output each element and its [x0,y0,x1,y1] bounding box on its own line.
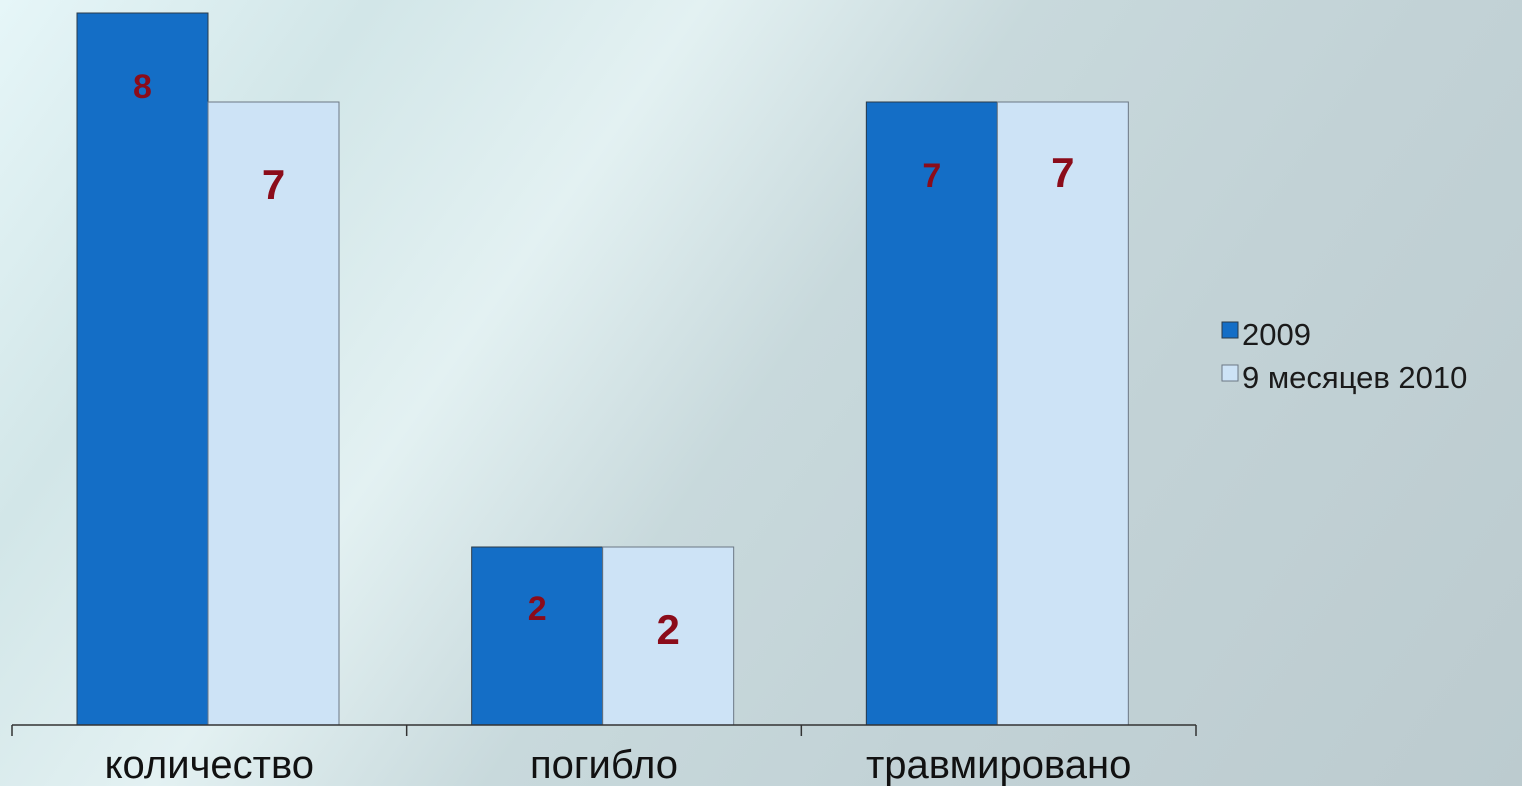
data-labels-group: 8 7 2 2 7 7 [133,68,1074,653]
legend-label-2: 9 месяцев 2010 [1242,360,1467,395]
bar-series2-1 [207,101,340,726]
data-label-series2-1: 7 [262,161,285,208]
bar-series2-3 [996,101,1129,726]
category-label-2: погибло [530,743,678,786]
legend-label-1: 2009 [1242,317,1311,352]
data-label-series2-2: 2 [656,606,679,653]
x-axis [11,724,1197,736]
data-label-series1-2: 2 [528,590,547,628]
bars-group [76,12,1129,726]
category-label-1: количество [105,743,314,786]
bar-series2-2 [602,546,735,726]
legend: 2009 9 месяцев 2010 [1221,317,1467,395]
data-label-series1-1: 8 [133,68,152,106]
data-label-series2-3: 7 [1051,149,1074,196]
legend-swatch-1 [1221,321,1239,339]
bar-series1-2 [471,546,604,726]
bar-series1-3 [865,101,998,726]
bar-series1-1 [76,12,209,726]
legend-swatch-2 [1221,364,1239,382]
data-label-series1-3: 7 [922,157,941,195]
category-labels-group: количество погибло травмировано [105,743,1132,786]
category-label-3: травмировано [866,743,1131,786]
